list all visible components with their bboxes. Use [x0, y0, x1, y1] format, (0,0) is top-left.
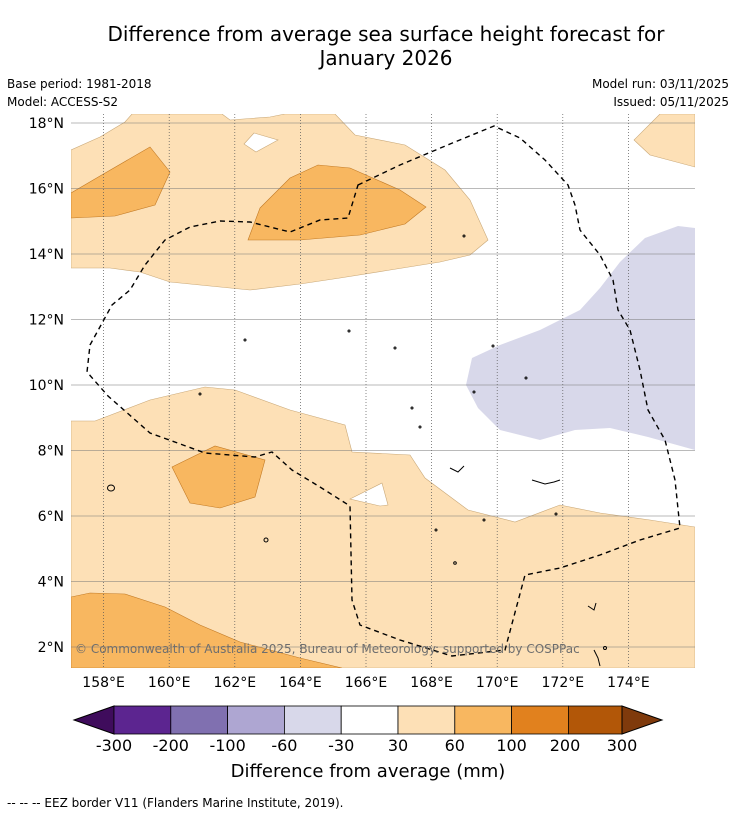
- island-marker: [554, 512, 558, 516]
- anomaly-region-60-100-southwest: [71, 592, 343, 668]
- lat-label: 12°N: [29, 313, 64, 329]
- lon-label: 170°E: [476, 675, 519, 691]
- island-marker: [453, 561, 457, 565]
- lat-label: 2°N: [38, 640, 64, 656]
- island-marker: [418, 425, 422, 429]
- island-marker: [347, 329, 351, 333]
- island-marker: [603, 646, 607, 650]
- latitude-gridlines: [71, 122, 695, 648]
- model-run: Model run: 03/11/2025: [591, 77, 729, 91]
- anomaly-region-60-100-central: [247, 164, 427, 241]
- island-marker: [491, 344, 495, 348]
- island-marker: [531, 479, 561, 485]
- issued-date: Issued: 05/11/2025: [613, 95, 729, 109]
- island-marker: [410, 406, 414, 410]
- anomaly-region-60-100-south: [171, 445, 266, 509]
- anomaly-region-30-60-northeast: [633, 114, 695, 168]
- latitude-axis: 18°N 16°N 14°N 12°N 10°N 8°N 6°N 4°N 2°N: [29, 116, 64, 656]
- eez-border: [86, 125, 681, 657]
- lat-label: 14°N: [29, 247, 64, 263]
- lon-label: 160°E: [148, 675, 191, 691]
- colorbar-tick: 30: [387, 736, 409, 755]
- lat-label: 10°N: [29, 378, 64, 394]
- island-marker: [107, 484, 115, 492]
- colorbar-extend-low: [72, 705, 115, 735]
- island-marker: [472, 390, 476, 394]
- longitude-axis: 158°E 160°E 162°E 164°E 166°E 168°E 170°…: [82, 675, 649, 691]
- meta-right: Model run: 03/11/2025 Issued: 05/11/2025: [592, 75, 729, 111]
- colorbar-tick: 200: [549, 736, 581, 755]
- island-marker: [263, 537, 269, 543]
- colorbar-tick: -300: [95, 736, 133, 755]
- colorbar-tick: -200: [152, 736, 189, 755]
- colorbar-tick: -60: [271, 736, 298, 755]
- colorbar-swatch: [227, 705, 285, 735]
- island-markers: [107, 234, 607, 667]
- model-name: Model: ACCESS-S2: [7, 95, 119, 109]
- title-line-2: January 2026: [319, 46, 453, 70]
- island-marker: [587, 602, 597, 611]
- colorbar: [72, 705, 664, 735]
- eez-legend-note: -- -- -- EEZ border V11 (Flanders Marine…: [7, 796, 344, 810]
- colorbar-extend-high: [621, 705, 664, 735]
- lat-label: 4°N: [38, 575, 64, 591]
- colorbar-tick: -30: [328, 736, 355, 755]
- colorbar-swatch: [340, 705, 399, 735]
- lon-label: 168°E: [410, 675, 453, 691]
- lat-label: 6°N: [38, 509, 64, 525]
- colorbar-title: Difference from average (mm): [230, 761, 506, 782]
- island-marker: [449, 465, 465, 473]
- island-marker: [524, 376, 528, 380]
- anomaly-hole-white: [349, 482, 389, 507]
- colorbar-swatch: [170, 705, 229, 735]
- colorbar-swatch: [568, 705, 623, 735]
- map-plot-area: © Commonwealth of Australia 2025, Bureau…: [71, 114, 695, 668]
- colorbar-tick: 300: [606, 736, 638, 755]
- anomaly-hole-north: [243, 132, 279, 153]
- colorbar-tick: 60: [444, 736, 465, 755]
- colorbar-swatch: [397, 705, 456, 735]
- island-marker: [198, 392, 202, 396]
- colorbar-tick: -100: [209, 736, 246, 755]
- colorbar-swatch: [113, 705, 172, 735]
- title-line-1: Difference from average sea surface heig…: [107, 22, 665, 46]
- meta-left: Base period: 1981-2018 Model: ACCESS-S2: [7, 75, 152, 111]
- lon-label: 158°E: [82, 675, 125, 691]
- copyright-notice: © Commonwealth of Australia 2025, Bureau…: [75, 642, 580, 656]
- colorbar-tick: 100: [496, 736, 527, 755]
- lon-label: 162°E: [214, 675, 257, 691]
- lat-label: 8°N: [38, 444, 64, 460]
- colorbar-swatch: [511, 705, 569, 735]
- map-title: Difference from average sea surface heig…: [0, 22, 736, 70]
- lon-label: 166°E: [345, 675, 388, 691]
- island-marker: [462, 234, 466, 238]
- colorbar-swatch: [454, 705, 512, 735]
- base-period: Base period: 1981-2018: [7, 77, 152, 91]
- lat-label: 16°N: [29, 182, 64, 198]
- island-marker: [434, 528, 438, 532]
- anomaly-region-neg30-neg60: [466, 226, 695, 450]
- island-marker: [593, 649, 601, 667]
- lat-label: 18°N: [29, 116, 64, 132]
- lon-label: 172°E: [542, 675, 585, 691]
- lon-label: 164°E: [279, 675, 322, 691]
- island-marker: [482, 518, 486, 522]
- lon-label: 174°E: [607, 675, 650, 691]
- colorbar-swatch: [283, 705, 342, 735]
- island-marker: [393, 346, 397, 350]
- island-marker: [243, 338, 247, 342]
